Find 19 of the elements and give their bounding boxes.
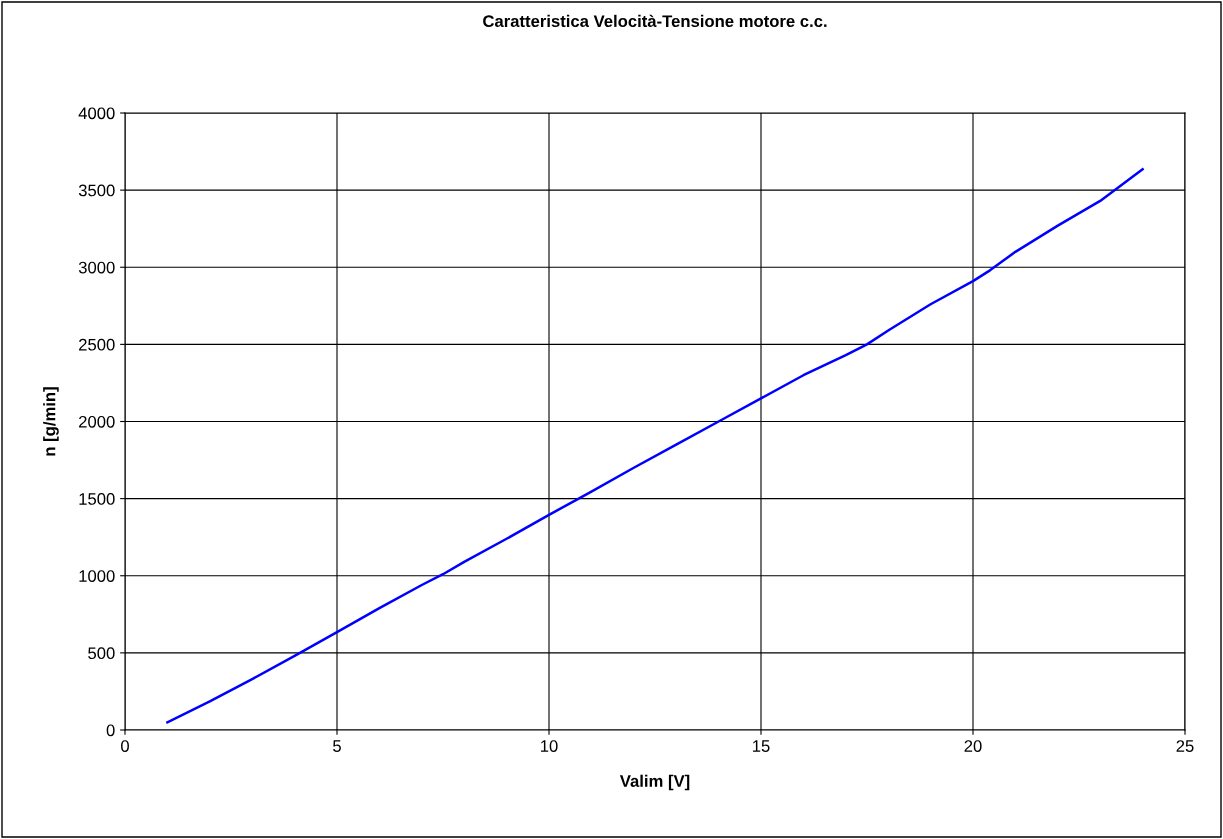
y-tick-label: 3000 [78, 261, 115, 274]
y-tick-label: 1500 [79, 493, 115, 505]
line-series [166, 168, 1144, 724]
y-tick-label: 2500 [79, 338, 115, 351]
y-axis-title: n [g/min] [43, 387, 59, 456]
y-tick-label: 0 [106, 724, 115, 737]
x-tick-label: 5 [333, 740, 341, 752]
x-tick-label: 15 [753, 740, 770, 752]
x-axis-title: Valim [V] [619, 774, 690, 791]
y-tick-label: 1000 [79, 570, 115, 582]
x-tick-label: 20 [964, 740, 982, 752]
y-tick-label: 3500 [78, 184, 115, 197]
x-tick-label: 10 [541, 740, 558, 752]
x-tick-label: 0 [121, 740, 129, 752]
y-tick-label: 2000 [79, 415, 115, 428]
chart-title: Caratteristica Velocità-Tensione motore c.c. [483, 14, 827, 28]
y-tick-label: 500 [88, 647, 115, 660]
x-tick-label: 25 [1176, 740, 1194, 752]
y-tick-label: 4000 [78, 107, 115, 120]
